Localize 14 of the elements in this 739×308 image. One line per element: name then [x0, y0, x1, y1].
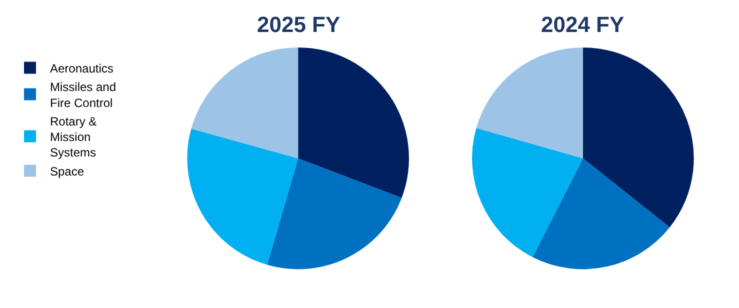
pie-slice	[298, 47, 409, 198]
pie-slice	[267, 158, 402, 270]
pie-slice	[187, 128, 298, 265]
pie-slice	[532, 158, 670, 270]
chart-title: 2024 FY	[541, 12, 624, 37]
chart-title: 2025 FY	[257, 12, 340, 37]
pie-slice	[472, 128, 583, 258]
legend-label: Aeronautics	[50, 61, 114, 76]
legend-label: Space	[50, 164, 84, 178]
pie-slice	[476, 47, 583, 158]
legend-label: Rotary & Mission Systems	[50, 114, 97, 160]
legend-label: Missiles and Fire Control	[50, 80, 116, 110]
pie-slice	[582, 47, 694, 228]
pie-slice	[191, 47, 298, 158]
